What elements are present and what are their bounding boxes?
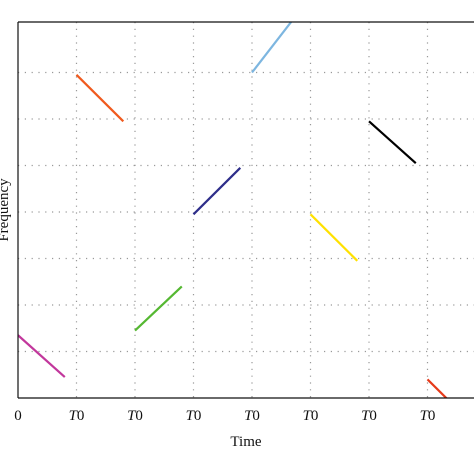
x-tick-label: T0 <box>186 408 202 424</box>
series-segment-7 <box>368 120 417 164</box>
x-tick-label: T0 <box>303 408 319 424</box>
y-axis-label: Frequency <box>0 178 12 242</box>
x-tick-label: 0 <box>14 408 22 424</box>
series-segment-4 <box>192 167 242 216</box>
series-segment-5 <box>251 22 293 74</box>
axes <box>17 21 474 399</box>
grid-lines <box>18 22 474 398</box>
series-segment-6 <box>309 213 359 262</box>
x-tick-label: T0 <box>69 408 85 424</box>
series-segment-3 <box>134 285 183 332</box>
series-segment-8 <box>426 378 448 398</box>
x-axis-label: Time <box>230 434 261 450</box>
series-segment-1 <box>18 334 66 378</box>
series-segment-2 <box>75 74 125 123</box>
x-tick-label: T0 <box>420 408 436 424</box>
x-tick-label: T0 <box>244 408 260 424</box>
series-group <box>18 22 448 398</box>
x-tick-label: T0 <box>361 408 377 424</box>
x-tick-label: T0 <box>127 408 143 424</box>
